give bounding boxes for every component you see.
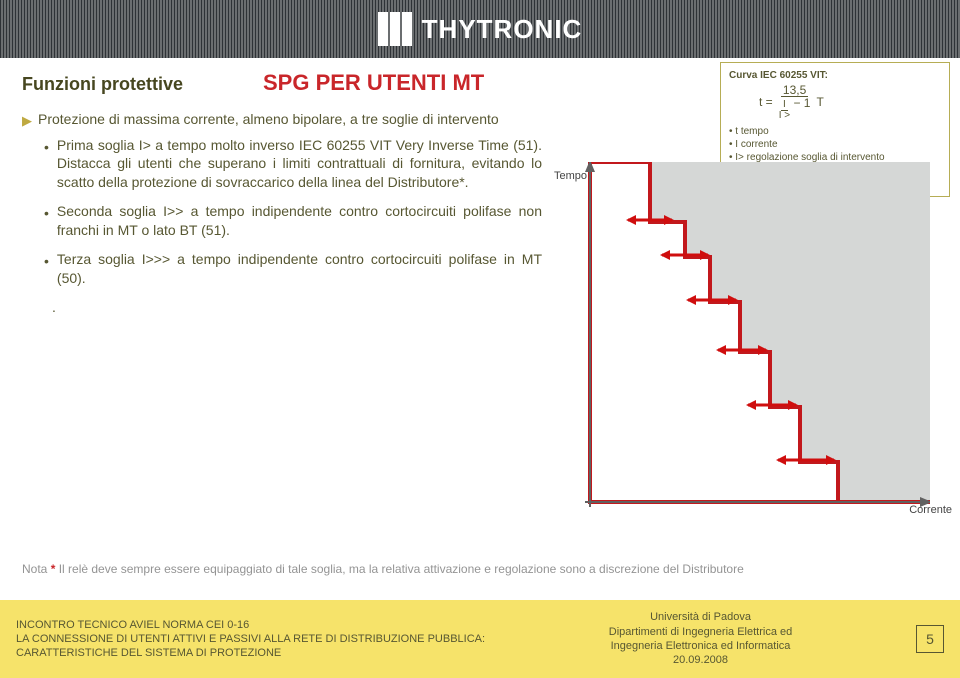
chart-area: Curva IEC 60255 VIT: t = 13,5 I I > − 1 … xyxy=(560,92,950,522)
legend-item: I corrente xyxy=(729,138,941,151)
chart-svg xyxy=(560,162,930,522)
dot-icon: • xyxy=(44,252,49,288)
header-bar: THYTRONIC xyxy=(0,0,960,58)
triangle-bullet-icon: ▶ xyxy=(22,112,32,130)
legend-formula: t = 13,5 I I > − 1 T xyxy=(759,84,941,121)
legend-title: Curva IEC 60255 VIT: xyxy=(729,69,941,82)
nota-text: Il relè deve sempre essere equipaggiato … xyxy=(59,562,744,576)
logo: THYTRONIC xyxy=(378,12,583,46)
logo-icon xyxy=(378,12,412,46)
sub-bullet-4-text: . xyxy=(52,298,56,317)
main-bullet-text: Protezione di massima corrente, almeno b… xyxy=(38,110,499,130)
asterisk-icon: * xyxy=(51,562,56,576)
dot-icon: • xyxy=(44,204,49,240)
sub-bullet-1: • Prima soglia I> a tempo molto inverso … xyxy=(44,136,542,193)
footer: INCONTRO TECNICO AVIEL NORMA CEI 0-16 LA… xyxy=(0,600,960,678)
footer-left-line3: CARATTERISTICHE DEL SISTEMA DI PROTEZION… xyxy=(16,646,485,660)
x-axis-label: Corrente xyxy=(909,504,952,516)
footer-center: Università di Padova Dipartimenti di Ing… xyxy=(609,610,792,667)
dot-icon: • xyxy=(44,138,49,193)
sub-bullet-1-text: Prima soglia I> a tempo molto inverso IE… xyxy=(57,136,542,193)
footer-center-line3: Ingegneria Elettronica ed Informatica xyxy=(609,639,792,653)
footer-center-line2: Dipartimenti di Ingegneria Elettrica ed xyxy=(609,625,792,639)
sub-bullet-2: • Seconda soglia I>> a tempo indipendent… xyxy=(44,202,542,240)
footer-left-line1: INCONTRO TECNICO AVIEL NORMA CEI 0-16 xyxy=(16,618,485,632)
footnote: Nota * Il relè deve sempre essere equipa… xyxy=(22,562,744,576)
inner-fraction: I I > xyxy=(779,100,790,121)
formula-denominator: I I > − 1 xyxy=(777,97,813,121)
footer-left-line2: LA CONNESSIONE DI UTENTI ATTIVI E PASSIV… xyxy=(16,632,485,646)
section-title-right: SPG PER UTENTI MT xyxy=(263,70,484,96)
formula-T: T xyxy=(816,95,823,111)
page-number: 5 xyxy=(926,631,934,647)
formula-t: t = xyxy=(759,95,773,111)
sub-bullet-3-text: Terza soglia I>>> a tempo indipendente c… xyxy=(57,250,542,288)
section-title-left: Funzioni protettive xyxy=(22,74,183,95)
footer-left: INCONTRO TECNICO AVIEL NORMA CEI 0-16 LA… xyxy=(16,618,485,661)
sub-bullet-2-text: Seconda soglia I>> a tempo indipendente … xyxy=(57,202,542,240)
logo-text: THYTRONIC xyxy=(422,14,583,45)
legend-item: t tempo xyxy=(729,125,941,138)
sub-bullet-3: • Terza soglia I>>> a tempo indipendente… xyxy=(44,250,542,288)
footer-center-line4: 20.09.2008 xyxy=(609,653,792,667)
formula-minus-one: − 1 xyxy=(793,96,810,110)
page-number-box: 5 xyxy=(916,625,944,653)
formula-fraction: 13,5 I I > − 1 xyxy=(777,84,813,121)
footer-center-line1: Università di Padova xyxy=(609,610,792,624)
inner-den: I > xyxy=(779,111,790,121)
bullet-block: ▶ Protezione di massima corrente, almeno… xyxy=(22,110,542,317)
main-bullet: ▶ Protezione di massima corrente, almeno… xyxy=(22,110,542,130)
sub-bullet-4: . xyxy=(44,298,542,317)
nota-prefix: Nota xyxy=(22,562,51,576)
